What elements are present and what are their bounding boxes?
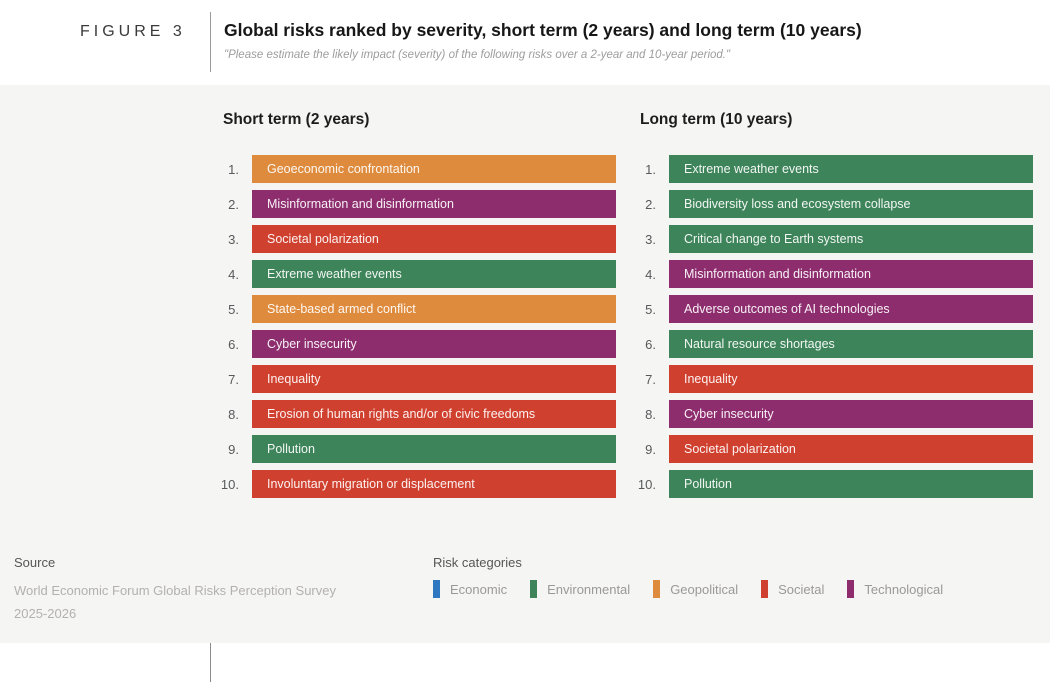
short-term-risk-list: 1. Geoeconomic confrontation 2. Misinformat… [214,155,616,505]
risk-row: 2. Misinformation and disinformation [214,190,616,218]
risk-row: 2. Biodiversity loss and ecosystem collap… [631,190,1033,218]
risk-rank: 8. [228,406,239,422]
next-figure-divider [210,643,211,682]
legend-row: Economic Environmental Geopolitical Societa… [433,580,943,598]
risk-row: 10. Pollution [631,470,1033,498]
risk-bar: Societal polarization [669,435,1033,463]
risk-row: 7. Inequality [631,365,1033,393]
risk-row: 6. Natural resource shortages [631,330,1033,358]
risk-bar: Extreme weather events [669,155,1033,183]
risk-bar: Cyber insecurity [252,330,616,358]
source-line-2: 2025-2026 [14,606,77,621]
source-block: Source World Economic Forum Global Risks… [14,555,336,625]
risk-rank: 1. [645,161,656,177]
risk-rank: 2. [228,196,239,212]
long-term-column: Long term (10 years) 1. Extreme weather e… [631,85,1033,498]
legend-item-technological: Technological [847,580,943,598]
source-label: Source [14,555,56,570]
risk-bar: Inequality [669,365,1033,393]
figure-subtitle: "Please estimate the likely impact (seve… [224,49,731,61]
legend-item-economic: Economic [433,580,507,598]
risk-bar: Critical change to Earth systems [669,225,1033,253]
risk-bar: Geoeconomic confrontation [252,155,616,183]
risk-bar: Erosion of human rights and/or of civic … [252,400,616,428]
risk-bar: Misinformation and disinformation [669,260,1033,288]
risk-rank: 6. [645,336,656,352]
risk-row: 4. Misinformation and disinformation [631,260,1033,288]
header-divider [210,12,211,72]
risk-rank: 7. [645,371,656,387]
figure-header: FIGURE 3 Global risks ranked by severity… [0,0,1050,85]
risk-rank: 3. [645,231,656,247]
risk-bar: Pollution [669,470,1033,498]
figure-number-label: FIGURE 3 [80,23,186,40]
legend-title: Risk categories [433,555,522,570]
risk-rank: 2. [645,196,656,212]
short-term-heading: Short term (2 years) [223,111,370,128]
risk-bar: Cyber insecurity [669,400,1033,428]
risk-row: 5. State-based armed conflict [214,295,616,323]
risk-rank: 4. [645,266,656,282]
legend-item-environmental: Environmental [530,580,630,598]
risk-rank: 6. [228,336,239,352]
risk-rank: 1. [228,161,239,177]
risk-rank: 10. [637,476,656,492]
risk-row: 9. Societal polarization [631,435,1033,463]
risk-rank: 9. [228,441,239,457]
risk-bar: Involuntary migration or displacement [252,470,616,498]
legend-swatch-technological [847,580,855,598]
risk-row: 5. Adverse outcomes of AI technologies [631,295,1033,323]
long-term-heading: Long term (10 years) [640,111,793,128]
risk-rank: 9. [645,441,656,457]
chart-panel: Short term (2 years) 1. Geoeconomic confr… [0,85,1050,643]
risk-row: 9. Pollution [214,435,616,463]
legend-item-societal: Societal [761,580,824,598]
risk-rank: 4. [228,266,239,282]
risk-rank: 3. [228,231,239,247]
legend-label: Geopolitical [670,581,739,597]
legend-label: Environmental [547,581,631,597]
risk-rank: 10. [220,476,239,492]
long-term-risk-list: 1. Extreme weather events 2. Biodiversity l… [631,155,1033,505]
risk-bar: Biodiversity loss and ecosystem collapse [669,190,1033,218]
bottom-strip [0,643,1050,682]
risk-row: 8. Cyber insecurity [631,400,1033,428]
risk-bar: Adverse outcomes of AI technologies [669,295,1033,323]
risk-bar: Pollution [252,435,616,463]
figure-title: Global risks ranked by severity, short t… [224,20,862,40]
risk-rank: 5. [228,301,239,317]
legend-swatch-economic [433,580,440,598]
short-term-column: Short term (2 years) 1. Geoeconomic confr… [214,85,616,498]
risk-row: 6. Cyber insecurity [214,330,616,358]
risk-row: 1. Extreme weather events [631,155,1033,183]
risk-row: 4. Extreme weather events [214,260,616,288]
legend-swatch-societal [761,580,769,598]
risk-row: 1. Geoeconomic confrontation [214,155,616,183]
risk-row: 7. Inequality [214,365,616,393]
legend-item-geopolitical: Geopolitical [653,580,738,598]
risk-row: 10. Involuntary migration or displacement [214,470,616,498]
risk-bar: Societal polarization [252,225,616,253]
risk-rank: 7. [228,371,239,387]
legend-label: Technological [864,581,944,597]
risk-row: 3. Societal polarization [214,225,616,253]
risk-row: 3. Critical change to Earth systems [631,225,1033,253]
risk-rank: 5. [645,301,656,317]
legend-swatch-environmental [530,580,538,598]
risk-rank: 8. [645,406,656,422]
risk-bar: Inequality [252,365,616,393]
risk-bar: State-based armed conflict [252,295,616,323]
risk-categories-legend: Risk categories Economic Environmental Geo… [433,555,943,598]
risk-row: 8. Erosion of human rights and/or of civi… [214,400,616,428]
legend-label: Economic [450,581,508,597]
risk-bar: Extreme weather events [252,260,616,288]
risk-bar: Natural resource shortages [669,330,1033,358]
legend-label: Societal [778,581,825,597]
source-line-1: World Economic Forum Global Risks Percep… [14,583,336,598]
legend-swatch-geopolitical [653,580,661,598]
risk-bar: Misinformation and disinformation [252,190,616,218]
